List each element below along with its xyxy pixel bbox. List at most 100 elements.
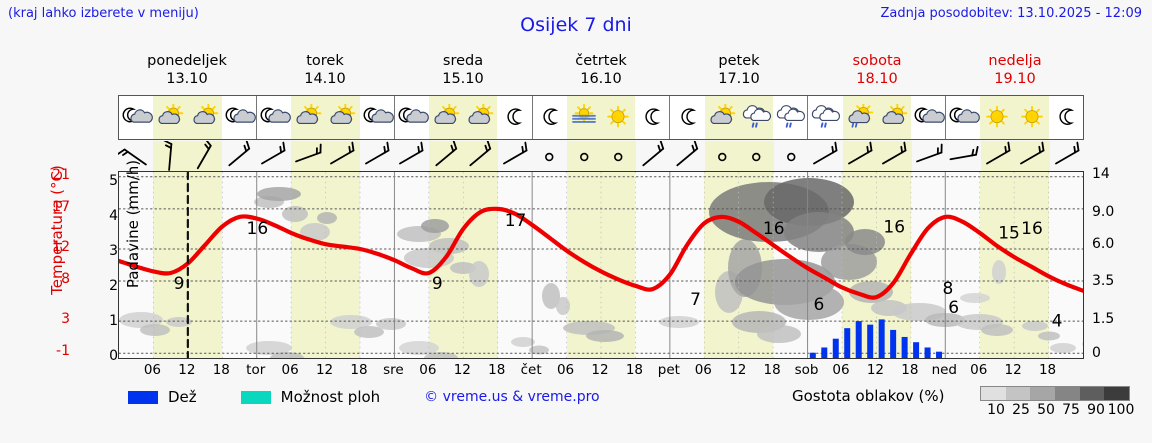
cloud-density-step [1104,387,1130,400]
day-header: četrtek 16.10 [532,52,670,92]
x-axis-tick: 18 [625,362,644,378]
temperature-value-label: 7 [690,290,701,310]
day-name: sreda [442,53,484,69]
location-hint: (kraj lahko izberete v meniju) [8,6,199,21]
x-axis-tick: sre [383,362,404,378]
x-axis-tick: tor [246,362,266,378]
cloud-density-tick: 50 [1037,402,1055,418]
moon-cloud-icon [360,96,394,139]
page-title: Osijek 7 dni [520,14,632,36]
temperature-tick: 3 [61,311,70,328]
day-header: petek 17.10 [670,52,808,92]
wind-barb [498,141,533,171]
weather-icon-day-cell [119,96,256,139]
x-axis-tick: 12 [866,362,885,378]
showers-swatch [240,390,271,404]
cloud-density-ticks: 10 25 50 75 90 100 [972,402,1142,420]
day-name: petek [718,53,760,69]
wind-barb [877,141,912,171]
cloud-density-step [981,387,1006,400]
day-header: ponedeljek 13.10 [118,52,256,92]
weather-icon-day-cell [393,96,532,139]
temperature-value-label: 16 [763,219,785,239]
x-axis-tick: 06 [143,362,162,378]
temperature-tick: 17 [52,198,70,215]
wind-barb [463,141,498,171]
moon-cloud-icon [222,96,256,139]
sun-cloud-rain-icon [842,96,877,139]
cloud-density-label: Gostota oblakov (%) [792,387,945,405]
wind-day-cell [808,141,946,171]
wind-barb [118,141,153,171]
day-date: 17.10 [718,71,760,87]
sun-icon [980,96,1015,139]
wind-barb [704,141,739,171]
wind-barb [912,141,947,171]
x-axis-tick: 18 [350,362,368,378]
weather-icon-day-cell [255,96,394,139]
x-axis-tick: 12 [729,362,747,378]
wind-barb [428,141,463,171]
wind-barb [636,141,671,171]
x-axis-tick: 18 [901,362,919,378]
sun-cloud-icon [463,96,498,139]
wind-barb [532,141,567,171]
moon-cloud-icon [911,96,945,139]
temperature-value-label: 8 [943,279,954,299]
x-axis-tick: sob [794,362,819,378]
wind-barb-row [118,141,1084,171]
cloud-height-tick: 3.5 [1092,272,1115,289]
cloud-density-step [1005,387,1031,400]
wind-barb [774,141,809,171]
x-axis-tick: 06 [970,362,988,378]
cloud-density-tick: 25 [1012,402,1030,418]
wind-barb [670,141,705,171]
precipitation-tick: 2 [109,277,118,294]
rain-swatch [128,390,158,404]
precipitation-axis-label: Padavine (mm/h) [124,159,142,289]
x-axis-tick: 18 [488,362,506,378]
temperature-tick: 8 [61,271,70,288]
x-axis-tick: 06 [832,362,850,378]
wind-day-cell [946,141,1084,171]
wind-day-cell [118,141,256,171]
weather-icon-day-cell [945,96,1083,139]
cloud-density-step [1079,387,1105,400]
cloud-density-tick: 100 [1107,402,1135,418]
day-date: 13.10 [166,71,208,87]
day-name: četrtek [575,53,627,69]
cloud-density-field [119,178,1083,358]
precipitation-tick: 4 [109,207,118,224]
cloud-height-tick: 1.5 [1092,310,1115,327]
day-name: nedelja [988,53,1042,69]
cloud-rain-icon [773,96,807,139]
wind-day-cell [394,141,532,171]
moon-cloud-icon [395,96,429,139]
plot-day-cell [257,172,395,358]
wind-barb [360,141,395,171]
plot-daylight-band [291,172,326,358]
weather-icon-day-cell [807,96,945,139]
day-header: sreda 15.10 [394,52,532,92]
cloud-density-tick: 10 [987,402,1005,418]
wind-day-cell [670,141,808,171]
cloud-rain-icon [808,96,842,139]
copyright-link[interactable]: © vreme.us & vreme.pro [424,389,600,405]
x-axis-tick: ned [931,362,957,378]
wind-barb [946,141,981,171]
weather-icon-day-cell [669,96,807,139]
forecast-plot: 916917716616616815414 [118,171,1084,359]
x-axis-tick: 06 [281,362,299,378]
sun-cloud-icon [876,96,911,139]
x-axis-ticks: 06 12 18 tor 06 12 18 sre 06 12 18 čet 06 12 18 pet 06 12… [118,360,1084,378]
day-date: 14.10 [304,71,346,87]
sun-cloud-icon [291,96,326,139]
moon-icon [1049,96,1083,139]
weather-icon-row [118,95,1084,140]
x-axis-tick: čet [520,362,542,378]
day-header: nedelja 19.10 [946,52,1084,92]
weather-icon-day-cell [531,96,670,139]
day-header: sobota 18.10 [808,52,946,92]
cloud-density-step [1055,387,1080,400]
x-axis-tick: 12 [453,362,471,378]
